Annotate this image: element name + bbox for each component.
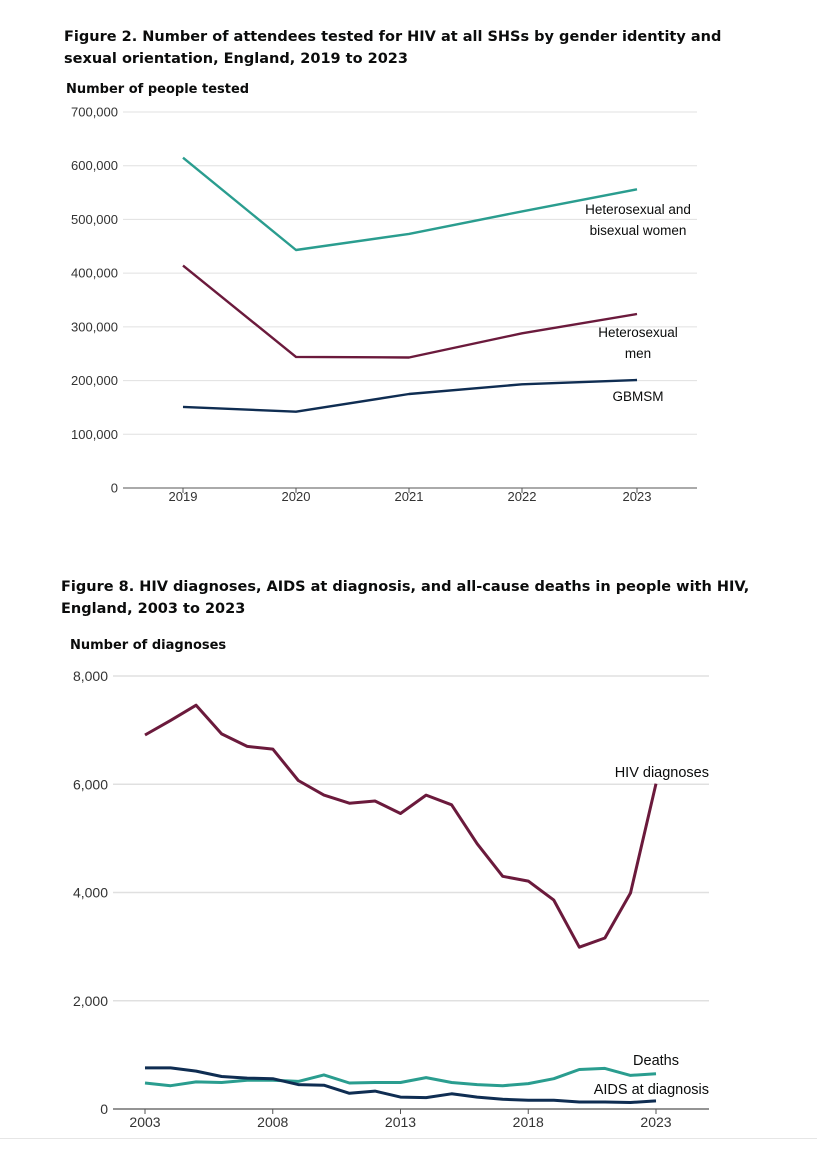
x-tick-label: 2023 [623,489,652,504]
series-label: GBMSM [612,389,663,404]
x-tick-label: 2008 [257,1114,288,1130]
figure-2-chart: 0 100,000 200,000 300,000 400,000 500,000 600,… [71,105,697,504]
x-tick-label: 2013 [385,1114,416,1130]
y-tick-label: 8,000 [73,668,108,684]
series-label: Deaths [633,1053,679,1069]
x-tick-label: 2019 [169,489,198,504]
series-label: Heterosexual and [585,202,691,217]
series-label: AIDS at diagnosis [594,1082,709,1098]
y-tick-label: 400,000 [71,266,118,281]
x-tick-label: 2020 [282,489,311,504]
x-tick-label: 2023 [640,1114,671,1130]
y-tick-label: 500,000 [71,212,118,227]
series-label: Heterosexual [598,325,678,340]
y-tick-label: 300,000 [71,319,118,334]
y-tick-label: 6,000 [73,776,108,792]
y-tick-label: 600,000 [71,158,118,173]
series-line [145,1066,657,1104]
x-tick-label: 2021 [395,489,424,504]
y-tick-label: 200,000 [71,373,118,388]
series-label: HIV diagnoses [615,765,709,781]
series-label: bisexual women [590,223,687,238]
figure-2-title: Figure 2. Number of attendees tested for… [64,29,722,67]
figure-8-y-axis-label: Number of diagnoses [70,638,227,653]
x-tick-label: 2022 [508,489,537,504]
y-tick-label: 0 [100,1101,108,1117]
y-tick-label: 4,000 [73,885,108,901]
page-divider [0,1138,817,1139]
series-line [144,703,658,949]
figure-8-title: Figure 8. HIV diagnoses, AIDS at diagnos… [61,579,750,617]
y-tick-label: 2,000 [73,993,108,1009]
y-tick-label: 0 [111,481,118,496]
y-tick-label: 700,000 [71,105,118,120]
x-tick-label: 2003 [129,1114,160,1130]
series-label: men [625,346,651,361]
x-tick-label: 2018 [513,1114,544,1130]
figure-2-y-axis-label: Number of people tested [66,82,250,97]
y-tick-label: 100,000 [71,427,118,442]
